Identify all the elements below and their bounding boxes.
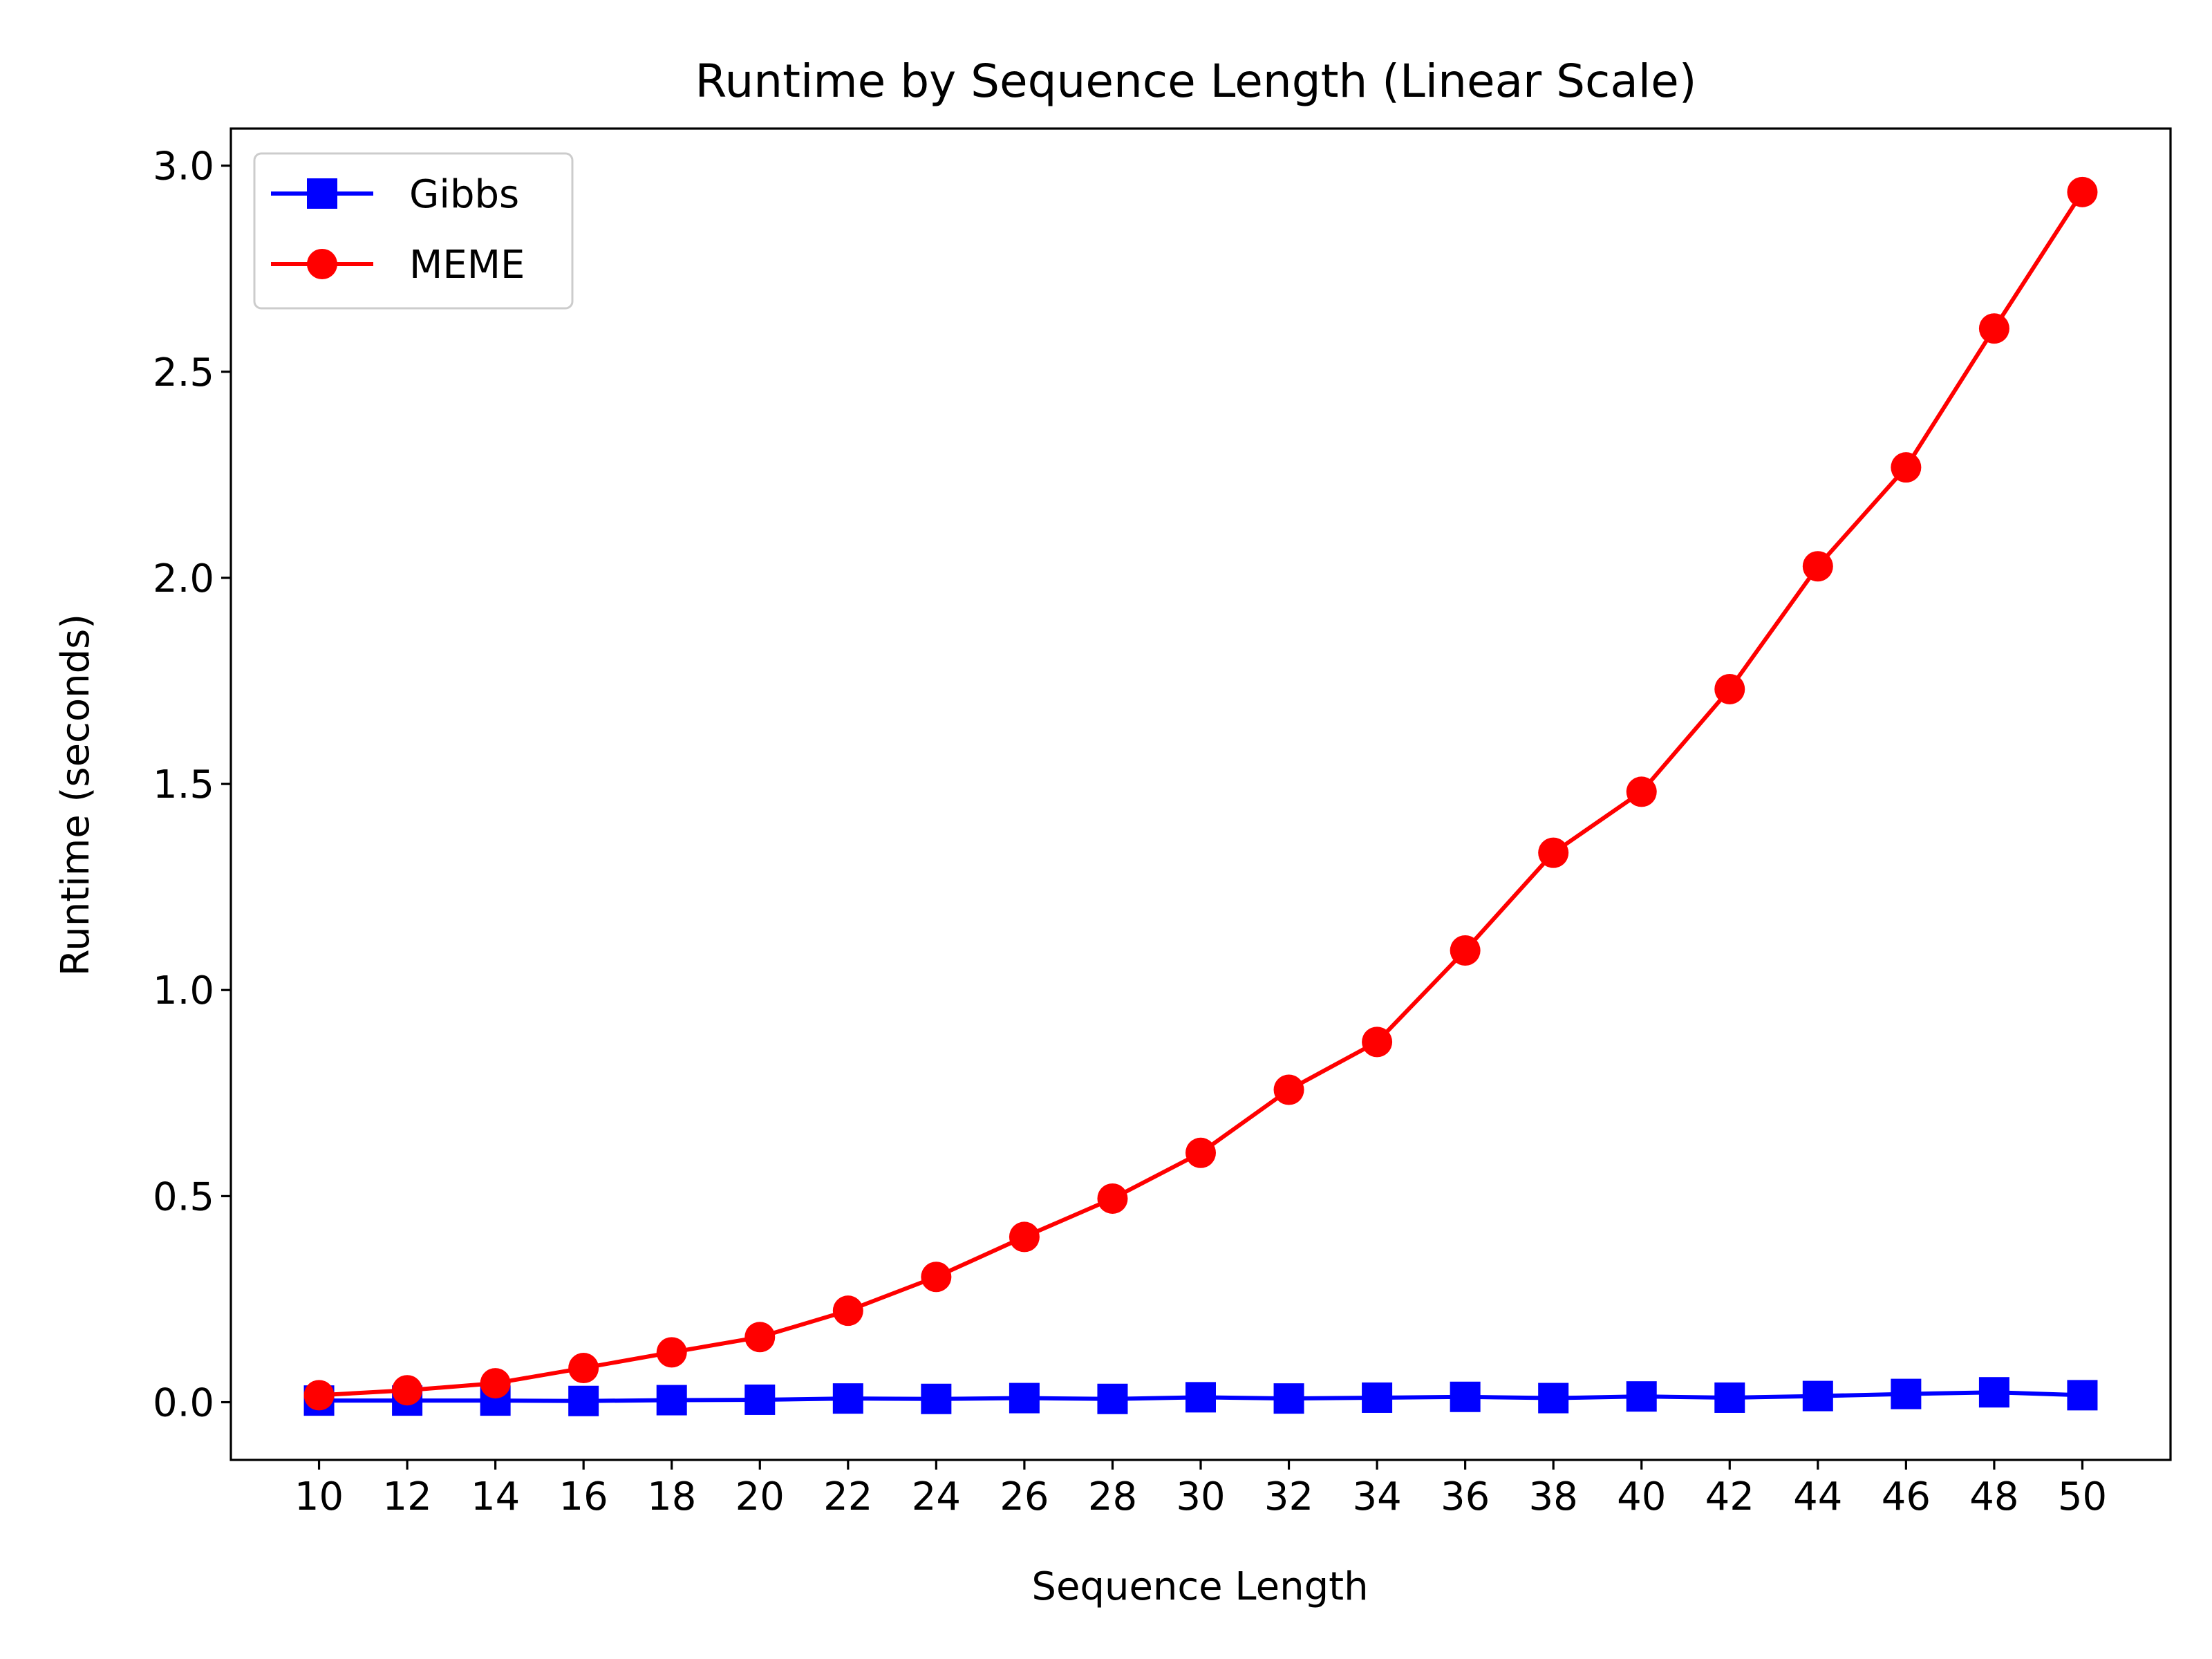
meme-data-point [303, 1380, 335, 1411]
y-axis-label: Runtime (seconds) [53, 614, 98, 976]
meme-data-point [1978, 313, 2009, 344]
meme-data-point [1450, 935, 1481, 966]
gibbs-data-point [1097, 1383, 1128, 1414]
gibbs-data-point [1185, 1382, 1216, 1413]
x-tick-label: 48 [1969, 1474, 2018, 1519]
meme-data-point [1185, 1137, 1216, 1168]
legend: Gibbs MEME [253, 152, 574, 310]
gibbs-data-point [1362, 1382, 1393, 1413]
gibbs-data-point [1714, 1382, 1745, 1413]
x-tick-label: 30 [1176, 1474, 1225, 1519]
gibbs-data-point [1891, 1378, 1922, 1409]
x-tick-label: 44 [1793, 1474, 1842, 1519]
gibbs-data-point [1009, 1382, 1040, 1414]
meme-data-point [1273, 1074, 1304, 1105]
y-tick-label: 2.5 [153, 350, 214, 395]
x-tick-label: 40 [1617, 1474, 1666, 1519]
x-tick-label: 16 [559, 1474, 608, 1519]
y-tick-label: 0.0 [153, 1381, 214, 1426]
x-tick-label: 50 [2058, 1474, 2107, 1519]
gibbs-data-point [568, 1385, 599, 1416]
meme-data-point [1891, 452, 1922, 483]
x-tick-label: 38 [1529, 1474, 1578, 1519]
x-axis-label: Sequence Length [1031, 1564, 1368, 1609]
gibbs-data-point [1626, 1381, 1657, 1412]
x-tick-label: 20 [735, 1474, 785, 1519]
legend-label-gibbs: Gibbs [409, 172, 519, 217]
gibbs-data-point [744, 1384, 776, 1415]
meme-data-point [480, 1368, 511, 1399]
meme-data-point [1009, 1221, 1040, 1253]
legend-label-meme: MEME [409, 243, 525, 288]
gibbs-data-point [656, 1385, 687, 1416]
x-tick-label: 14 [471, 1474, 520, 1519]
gibbs-data-point [1802, 1380, 1833, 1412]
x-tick-label: 46 [1882, 1474, 1931, 1519]
x-tick-label: 28 [1088, 1474, 1137, 1519]
y-tick-label: 3.0 [153, 144, 214, 189]
meme-data-point [1538, 837, 1569, 868]
gibbs-data-point [1978, 1377, 2009, 1408]
x-tick-label: 18 [647, 1474, 696, 1519]
legend-marker-gibbs [307, 178, 337, 209]
gibbs-data-point [921, 1383, 952, 1414]
meme-data-point [1097, 1183, 1128, 1214]
meme-data-point [921, 1262, 952, 1293]
y-tick-label: 1.0 [153, 968, 214, 1013]
meme-data-point [1626, 776, 1657, 807]
gibbs-data-point [2067, 1380, 2098, 1411]
meme-data-point [1802, 551, 1833, 582]
x-tick-label: 26 [1000, 1474, 1049, 1519]
meme-data-point [392, 1375, 423, 1406]
x-axis: 10 12 14 16 18 20 22 24 26 28 30 32 34 36 38 40 42 44 46 48… [294, 1460, 2107, 1519]
meme-data-point [832, 1295, 863, 1327]
gibbs-data-point [1273, 1383, 1304, 1414]
legend-item-meme: MEME [271, 243, 525, 288]
x-tick-label: 12 [382, 1474, 431, 1519]
x-tick-label: 34 [1352, 1474, 1401, 1519]
meme-data-point [656, 1337, 687, 1368]
legend-marker-meme [307, 249, 337, 279]
y-tick-label: 1.5 [153, 762, 214, 807]
x-tick-label: 32 [1264, 1474, 1313, 1519]
series-layer [303, 176, 2098, 1416]
meme-data-point [2067, 176, 2098, 207]
gibbs-data-point [832, 1383, 863, 1414]
x-tick-label: 22 [823, 1474, 872, 1519]
chart-title: Runtime by Sequence Length (Linear Scale… [695, 55, 1697, 108]
x-tick-label: 10 [294, 1474, 344, 1519]
y-tick-label: 2.0 [153, 556, 214, 601]
gibbs-data-point [1538, 1382, 1569, 1414]
x-tick-label: 42 [1705, 1474, 1754, 1519]
gibbs-data-point [1450, 1381, 1481, 1412]
meme-data-point [744, 1322, 776, 1353]
meme-data-point [1714, 673, 1745, 704]
x-tick-label: 24 [912, 1474, 961, 1519]
plot-area [229, 127, 2172, 1461]
y-tick-label: 0.5 [153, 1174, 214, 1219]
legend-item-gibbs: Gibbs [271, 172, 519, 217]
x-tick-label: 36 [1441, 1474, 1490, 1519]
meme-data-point [1362, 1027, 1393, 1058]
meme-data-point [568, 1353, 599, 1384]
y-axis: 0.0 0.5 1.0 1.5 2.0 2.5 3.0 [153, 144, 231, 1426]
